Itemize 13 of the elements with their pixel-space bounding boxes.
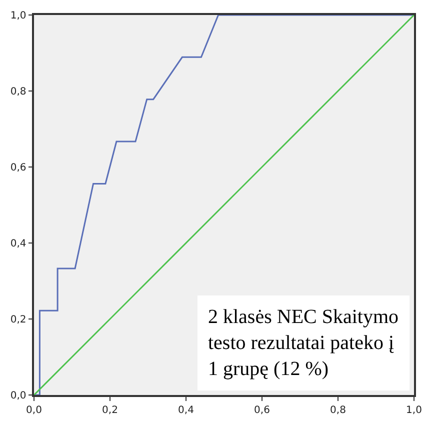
x-tick-label: 0,8	[330, 404, 346, 416]
y-tick-label: 0,2	[10, 314, 26, 326]
annotation: 2 klasės NEC Skaitymo testo rezultatai pateko į 1 grupę (12 %)	[208, 306, 399, 380]
y-tick-label: 0,4	[10, 238, 26, 250]
y-tick-label: 0,6	[10, 162, 26, 174]
x-tick-label: 0,6	[254, 404, 270, 416]
y-tick-label: 1,0	[10, 10, 26, 22]
x-tick-label: 1,0	[406, 404, 422, 416]
y-tick-label: 0,0	[10, 390, 26, 402]
x-tick-label: 0,2	[102, 404, 118, 416]
x-tick-label: 0,0	[26, 404, 42, 416]
x-tick-label: 0,4	[178, 404, 194, 416]
y-tick-label: 0,8	[10, 86, 26, 98]
